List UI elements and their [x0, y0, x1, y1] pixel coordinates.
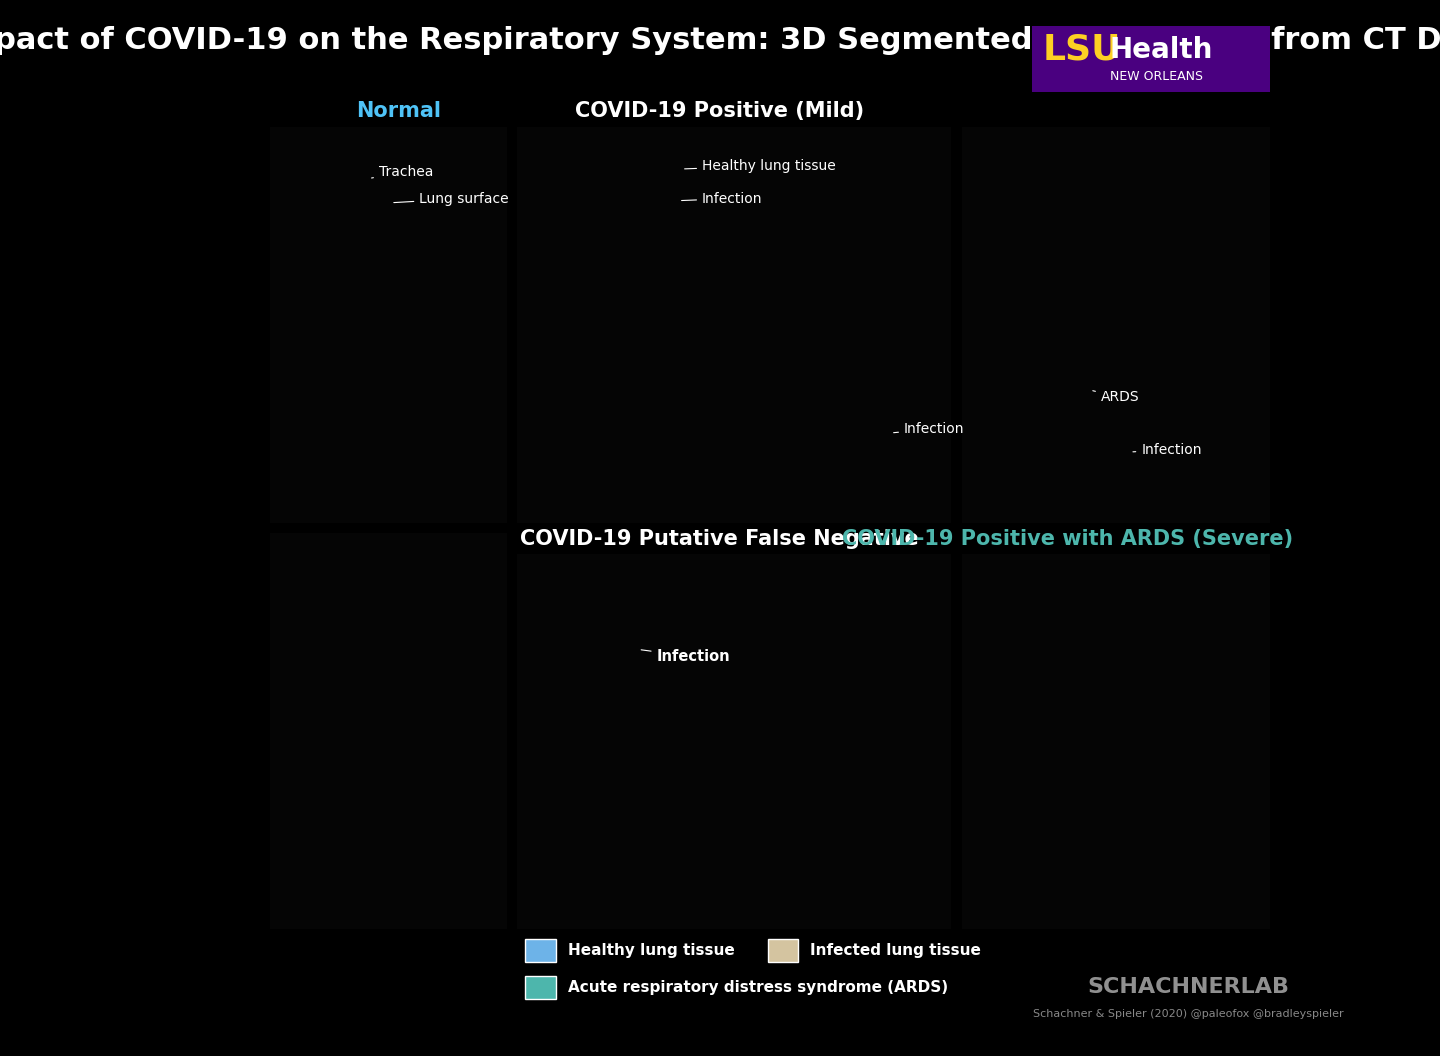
Text: COVID-19 Putative False Negative: COVID-19 Putative False Negative [520, 529, 919, 548]
Bar [269, 533, 507, 929]
Bar [962, 554, 1270, 929]
Text: Healthy lung tissue: Healthy lung tissue [567, 943, 734, 958]
Text: COVID-19 Positive with ARDS (Severe): COVID-19 Positive with ARDS (Severe) [842, 529, 1293, 548]
Text: ARDS: ARDS [1093, 390, 1139, 404]
Bar [526, 939, 556, 962]
Text: Healthy lung tissue: Healthy lung tissue [684, 158, 835, 173]
Bar [517, 127, 952, 523]
Text: Infection: Infection [1133, 442, 1202, 457]
Text: COVID-19 Positive (Mild): COVID-19 Positive (Mild) [575, 101, 864, 120]
Bar [962, 127, 1270, 523]
Bar [517, 554, 952, 929]
Text: Acute respiratory distress syndrome (ARDS): Acute respiratory distress syndrome (ARD… [567, 980, 948, 995]
Text: Infection: Infection [681, 191, 763, 206]
Text: Normal: Normal [356, 101, 441, 120]
Text: NEW ORLEANS: NEW ORLEANS [1110, 70, 1202, 82]
Text: Trachea: Trachea [372, 165, 433, 180]
FancyBboxPatch shape [1032, 26, 1270, 92]
Text: Lung surface: Lung surface [393, 191, 508, 206]
Text: Impact of COVID-19 on the Respiratory System: 3D Segmented Lung Models from CT D: Impact of COVID-19 on the Respiratory Sy… [0, 26, 1440, 55]
Bar [269, 127, 507, 523]
Text: LSU: LSU [1043, 33, 1120, 67]
Text: Schachner & Spieler (2020) @paleofox @bradleyspieler: Schachner & Spieler (2020) @paleofox @br… [1034, 1008, 1344, 1019]
Bar [526, 976, 556, 999]
Bar [768, 939, 798, 962]
Text: Infection: Infection [894, 421, 965, 436]
Text: Infected lung tissue: Infected lung tissue [811, 943, 981, 958]
Text: Infection: Infection [641, 649, 730, 664]
Text: SCHACHNERLAB: SCHACHNERLAB [1087, 978, 1290, 997]
Text: Health: Health [1110, 36, 1214, 63]
